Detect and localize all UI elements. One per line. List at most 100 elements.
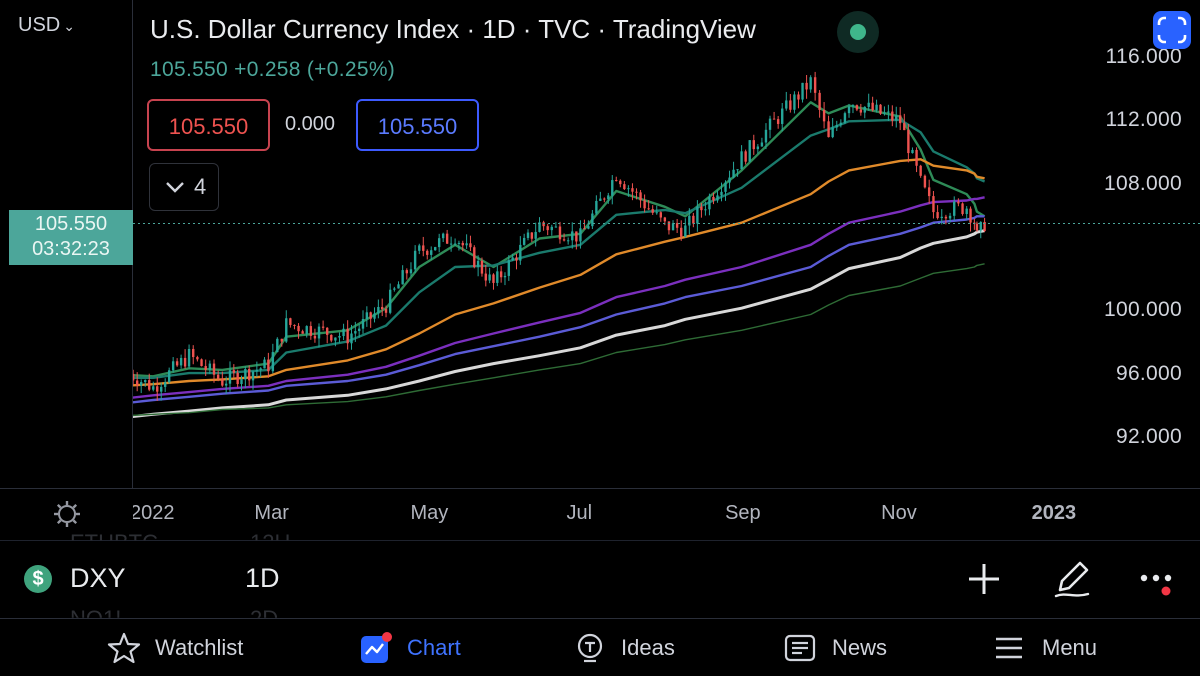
candle-body [393,288,396,290]
fullscreen-icon [1155,14,1189,46]
candle-body [736,169,739,171]
candle-body [522,237,526,245]
candle-body [369,312,372,319]
candle-body [919,165,922,176]
currency-selector[interactable]: USD ⌄ [18,14,75,37]
candle-body [346,328,349,344]
buy-button[interactable]: 105.550 [356,99,479,151]
candle-body [575,231,578,242]
add-icon[interactable] [966,561,1002,597]
more-options-icon[interactable] [1138,566,1178,600]
candle-body [228,370,232,384]
nav-watchlist[interactable]: Watchlist [107,631,243,665]
candle-body [655,212,658,214]
candle-body [365,312,369,319]
candle-body [160,386,163,392]
candle-body [571,231,574,241]
candle-body [863,106,866,113]
candle-body [851,105,855,107]
bottom-navigation: Watchlist Chart Ideas News Me [0,618,1200,676]
bar-countdown: 03:32:23 [32,238,110,260]
candle-body [538,222,541,232]
candle-body [384,309,388,313]
candle-body [599,198,602,201]
ma-line-ema-120 [133,215,985,404]
candle-body [859,109,863,113]
candle-body [163,382,167,387]
drawing-pen-icon[interactable] [1052,556,1092,600]
candle-body [969,208,972,223]
candle-body [635,191,638,193]
symbol-selector[interactable]: DXY [70,563,126,593]
candle-body [591,213,594,227]
candle-body [216,374,220,379]
candle-body [704,209,707,211]
candle-body [426,250,429,255]
candle-body [879,104,882,114]
candle-body [809,77,812,90]
sell-button[interactable]: 105.550 [147,99,270,151]
candle-body [855,105,859,110]
candle-body [554,226,558,228]
nav-news-label: News [832,635,888,660]
candle-body [566,240,570,242]
candle-body [297,325,300,332]
candle-body [488,274,491,281]
interval-selector[interactable]: 1D [245,563,280,593]
candle-body [875,104,878,111]
candle-body [251,371,255,381]
ma-line-ema-20 [133,118,986,379]
candle-body [240,379,243,385]
indicators-toggle-button[interactable]: 4 [149,163,219,211]
candle-body [684,225,687,237]
candle-body [405,270,409,274]
nav-menu[interactable]: Menu [994,631,1097,665]
candle-body [659,212,663,218]
fullscreen-button[interactable] [1153,11,1191,49]
candle-body [350,333,353,344]
candle-body [354,331,357,334]
hamburger-menu-icon [996,637,1022,659]
scroll-ghost-symbol: ETHBTC [70,530,158,555]
nav-chart-label: Chart [407,635,461,660]
candle-body [813,77,817,93]
candle-body [793,94,796,110]
candle-body [301,331,304,334]
candle-body [530,232,534,239]
candle-body [507,260,511,276]
candle-body [675,223,679,228]
candle-body [309,326,313,336]
candle-body [720,191,723,196]
candle-body [647,208,650,210]
nav-menu-label: Menu [1042,635,1098,660]
candle-body [480,260,484,274]
time-axis[interactable] [0,488,1200,541]
candle-body [961,203,964,214]
candle-body [244,368,247,380]
chart-title: U.S. Dollar Currency Index · 1D · TVC · … [150,14,756,44]
chart-icon [361,632,392,663]
candle-body [688,215,691,226]
scroll-ghost-interval: 12H [250,530,291,555]
candle-body [822,109,826,122]
settings-gear-icon[interactable] [52,499,82,529]
candle-body [413,250,417,270]
candle-body [401,270,404,285]
candle-body [752,140,755,150]
market-open-dot [850,24,866,40]
candle-body [148,380,151,390]
nav-ideas[interactable]: Ideas [573,631,675,665]
candle-body [923,175,927,188]
candle-body [847,106,851,114]
candle-body [615,180,618,182]
candle-body [175,361,179,366]
candle-body [631,188,634,192]
lightbulb-icon [577,633,603,663]
price-chart[interactable] [133,0,1200,488]
candle-body [728,177,731,183]
candle-body [377,306,380,314]
nav-news[interactable]: News [784,631,887,665]
candle-body [232,370,236,373]
nav-chart[interactable]: Chart [359,631,461,665]
candle-body [380,306,384,310]
